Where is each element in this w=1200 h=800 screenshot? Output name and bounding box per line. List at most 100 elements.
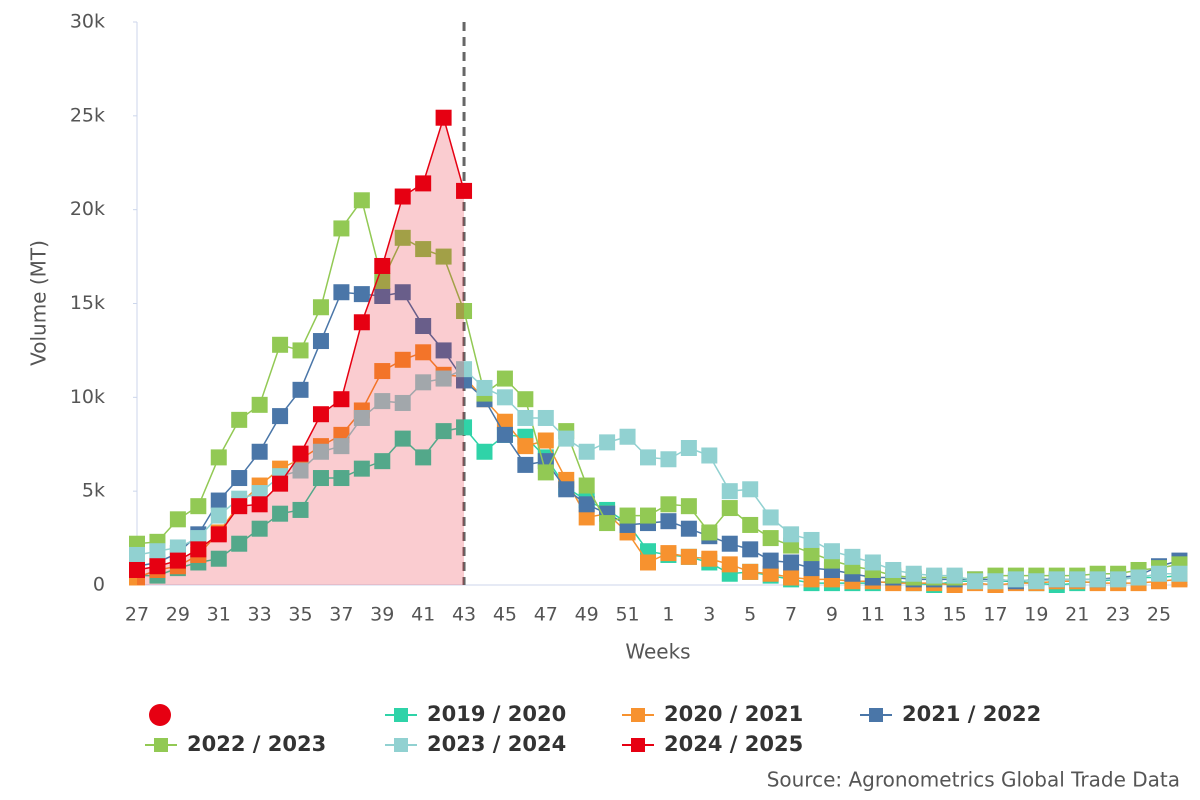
marker: [231, 470, 248, 487]
marker: [415, 449, 432, 466]
marker: [292, 342, 309, 359]
marker: [374, 393, 391, 410]
marker: [374, 453, 391, 470]
marker: [844, 548, 861, 565]
marker: [783, 569, 800, 586]
marker: [456, 419, 473, 436]
legend-label: 2020 / 2021: [664, 702, 803, 726]
x-tick-label: 43: [452, 604, 476, 626]
marker: [517, 409, 534, 426]
marker: [1130, 569, 1147, 586]
legend-marker: [394, 738, 408, 752]
marker: [721, 556, 738, 573]
marker: [476, 379, 493, 396]
marker: [231, 411, 248, 428]
marker: [435, 342, 452, 359]
x-tick-label: 5: [744, 604, 756, 626]
marker: [415, 374, 432, 391]
marker: [251, 443, 268, 460]
marker: [292, 445, 309, 462]
marker: [701, 524, 718, 541]
marker: [312, 299, 329, 316]
x-tick-label: 23: [1106, 604, 1130, 626]
marker: [312, 443, 329, 460]
x-axis-label: Weeks: [625, 640, 690, 664]
marker: [415, 344, 432, 361]
marker: [169, 552, 186, 569]
marker: [701, 447, 718, 464]
marker: [885, 561, 902, 578]
y-tick-label: 20k: [70, 198, 105, 220]
marker: [333, 391, 350, 408]
marker: [190, 498, 207, 515]
marker: [660, 545, 677, 562]
marker: [619, 428, 636, 445]
source: Source: Agronometrics Global Trade Data: [767, 768, 1180, 792]
marker: [272, 336, 289, 353]
marker: [435, 109, 452, 126]
marker: [783, 526, 800, 543]
marker: [721, 535, 738, 552]
y-tick-label: 25k: [70, 104, 105, 126]
x-tick-label: 41: [411, 604, 435, 626]
marker: [353, 409, 370, 426]
x-tick-label: 35: [288, 604, 312, 626]
marker: [823, 543, 840, 560]
x-tick-label: 13: [902, 604, 926, 626]
marker: [640, 554, 656, 571]
marker: [190, 541, 207, 558]
marker: [415, 318, 432, 335]
marker: [803, 545, 820, 562]
marker: [946, 567, 963, 584]
marker: [129, 561, 145, 578]
marker: [721, 500, 738, 517]
marker: [476, 443, 493, 460]
marker: [394, 188, 411, 205]
x-tick-label: 49: [575, 604, 599, 626]
y-tick-label: 30k: [70, 11, 105, 33]
marker: [333, 470, 350, 487]
legend-marker: [631, 708, 645, 722]
marker: [578, 477, 595, 494]
x-tick-label: 11: [861, 604, 885, 626]
marker: [496, 413, 513, 430]
marker: [742, 563, 759, 580]
marker: [640, 507, 656, 524]
line: [136, 368, 1180, 583]
marker: [619, 507, 636, 524]
marker: [1171, 565, 1188, 582]
marker: [292, 462, 309, 479]
marker: [353, 286, 370, 303]
marker: [803, 531, 820, 548]
marker: [578, 443, 595, 460]
marker: [558, 430, 575, 447]
marker: [1151, 565, 1167, 582]
legend-label: 2024 / 2025: [664, 732, 803, 756]
marker: [803, 560, 820, 577]
marker: [1007, 571, 1024, 588]
marker: [660, 496, 677, 513]
marker: [415, 175, 432, 192]
marker: [374, 363, 391, 380]
marker: [415, 241, 432, 258]
marker: [312, 333, 329, 350]
marker: [762, 552, 779, 569]
marker: [680, 548, 697, 565]
x-tick-label: 51: [615, 604, 639, 626]
marker: [640, 449, 656, 466]
marker: [1069, 571, 1086, 588]
marker: [599, 515, 616, 532]
marker: [149, 543, 166, 560]
marker: [496, 426, 513, 443]
marker: [537, 464, 554, 481]
line: [137, 426, 1180, 586]
legend-marker: [631, 738, 645, 752]
x-tick-label: 37: [329, 604, 353, 626]
marker: [1048, 571, 1065, 588]
x-tick-label: 21: [1065, 604, 1089, 626]
x-tick-label: 47: [534, 604, 558, 626]
marker: [251, 496, 268, 513]
marker: [496, 370, 513, 387]
x-tick-label: 39: [370, 604, 394, 626]
x-tick-label: 31: [207, 604, 231, 626]
